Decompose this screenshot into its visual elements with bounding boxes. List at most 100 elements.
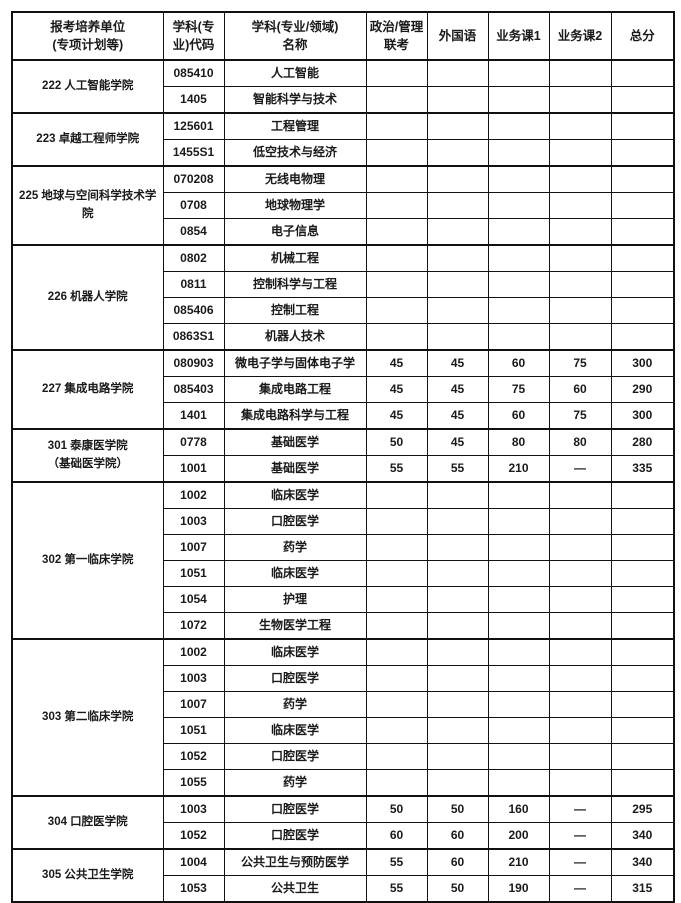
foreign-score-cell <box>426 769 489 797</box>
course2-score-cell: 80 <box>548 428 612 456</box>
course1-score-cell <box>487 586 550 613</box>
code-cell: 1405 <box>162 86 225 114</box>
code-cell: 1001 <box>162 455 225 483</box>
total-score-cell: 315 <box>610 875 675 903</box>
name-cell: 口腔医学 <box>223 665 367 692</box>
politics-score-cell <box>365 218 428 246</box>
course2-score-cell <box>548 508 612 535</box>
total-score-cell: 340 <box>610 822 675 850</box>
course1-score-cell <box>487 218 550 246</box>
foreign-score-cell: 45 <box>426 376 489 403</box>
course1-score-cell <box>487 717 550 744</box>
politics-score-cell: 45 <box>365 376 428 403</box>
name-cell: 地球物理学 <box>223 192 367 219</box>
course2-score-cell: 75 <box>548 402 612 430</box>
name-cell: 控制工程 <box>223 297 367 324</box>
admission-score-table: 报考培养单位 (专项计划等) 学科(专 业)代码 学科(专业/领域) 名称 政治… <box>11 11 675 903</box>
code-cell: 1002 <box>162 638 225 666</box>
course2-score-cell: — <box>548 848 612 876</box>
foreign-score-cell <box>426 717 489 744</box>
foreign-score-cell <box>426 560 489 587</box>
name-cell: 临床医学 <box>223 560 367 587</box>
course2-score-cell: — <box>548 795 612 823</box>
total-score-cell <box>610 743 675 770</box>
name-cell: 口腔医学 <box>223 795 367 823</box>
foreign-score-cell <box>426 86 489 114</box>
table-row: 1051 临床医学 <box>12 717 675 744</box>
politics-score-cell <box>365 560 428 587</box>
name-cell: 临床医学 <box>223 481 367 509</box>
total-score-cell <box>610 271 675 298</box>
column-header-code: 学科(专 业)代码 <box>162 11 225 61</box>
foreign-score-cell <box>426 612 489 640</box>
table-row: 1405 智能科学与技术 <box>12 86 675 114</box>
course1-score-cell <box>487 612 550 640</box>
total-score-cell: 340 <box>610 848 675 876</box>
total-score-cell <box>610 323 675 351</box>
code-cell: 1051 <box>162 560 225 587</box>
politics-score-cell <box>365 323 428 351</box>
politics-score-cell <box>365 59 428 87</box>
code-cell: 1003 <box>162 508 225 535</box>
politics-score-cell <box>365 691 428 718</box>
course1-score-cell <box>487 165 550 193</box>
politics-score-cell <box>365 508 428 535</box>
foreign-score-cell <box>426 112 489 140</box>
code-cell: 1072 <box>162 612 225 640</box>
unit-cell: 225 地球与空间科学技术学 院 <box>11 165 164 246</box>
politics-score-cell <box>365 534 428 561</box>
column-header-course2: 业务课2 <box>548 11 612 61</box>
name-cell: 基础医学 <box>223 428 367 456</box>
total-score-cell: 300 <box>610 402 675 430</box>
course1-score-cell: 200 <box>487 822 550 850</box>
total-score-cell <box>610 717 675 744</box>
table-body: 222 人工智能学院 085410 人工智能 1405 智能科学与技术 223 卓越工程师… <box>11 59 675 903</box>
politics-score-cell: 55 <box>365 875 428 903</box>
code-cell: 125601 <box>162 112 225 140</box>
course1-score-cell <box>487 297 550 324</box>
name-cell: 低空技术与经济 <box>223 139 367 167</box>
unit-cell: 226 机器人学院 <box>11 244 164 351</box>
name-cell: 微电子学与固体电子学 <box>223 349 367 377</box>
name-cell: 药学 <box>223 769 367 797</box>
politics-score-cell <box>365 244 428 272</box>
name-cell: 基础医学 <box>223 455 367 483</box>
unit-cell: 223 卓越工程师学院 <box>11 112 164 167</box>
code-cell: 1007 <box>162 691 225 718</box>
course2-score-cell <box>548 297 612 324</box>
unit-cell: 301 泰康医学院 （基础医学院） <box>11 428 164 483</box>
course2-score-cell <box>548 112 612 140</box>
name-cell: 集成电路科学与工程 <box>223 402 367 430</box>
course1-score-cell <box>487 271 550 298</box>
total-score-cell <box>610 481 675 509</box>
foreign-score-cell <box>426 691 489 718</box>
course1-score-cell <box>487 743 550 770</box>
politics-score-cell <box>365 297 428 324</box>
name-cell: 机器人技术 <box>223 323 367 351</box>
total-score-cell: 335 <box>610 455 675 483</box>
name-cell: 口腔医学 <box>223 508 367 535</box>
total-score-cell <box>610 534 675 561</box>
unit-cell: 302 第一临床学院 <box>11 481 164 640</box>
code-cell: 1007 <box>162 534 225 561</box>
course1-score-cell: 80 <box>487 428 550 456</box>
name-cell: 临床医学 <box>223 717 367 744</box>
course2-score-cell <box>548 612 612 640</box>
unit-cell: 227 集成电路学院 <box>11 349 164 430</box>
course1-score-cell <box>487 323 550 351</box>
course2-score-cell: — <box>548 875 612 903</box>
foreign-score-cell <box>426 534 489 561</box>
course1-score-cell <box>487 59 550 87</box>
total-score-cell <box>610 297 675 324</box>
code-cell: 085406 <box>162 297 225 324</box>
foreign-score-cell <box>426 218 489 246</box>
table-row: 1054 护理 <box>12 586 675 613</box>
foreign-score-cell: 55 <box>426 455 489 483</box>
course1-score-cell <box>487 86 550 114</box>
foreign-score-cell <box>426 481 489 509</box>
column-header-unit: 报考培养单位 (专项计划等) <box>11 11 164 61</box>
foreign-score-cell <box>426 508 489 535</box>
course2-score-cell <box>548 691 612 718</box>
politics-score-cell <box>365 586 428 613</box>
